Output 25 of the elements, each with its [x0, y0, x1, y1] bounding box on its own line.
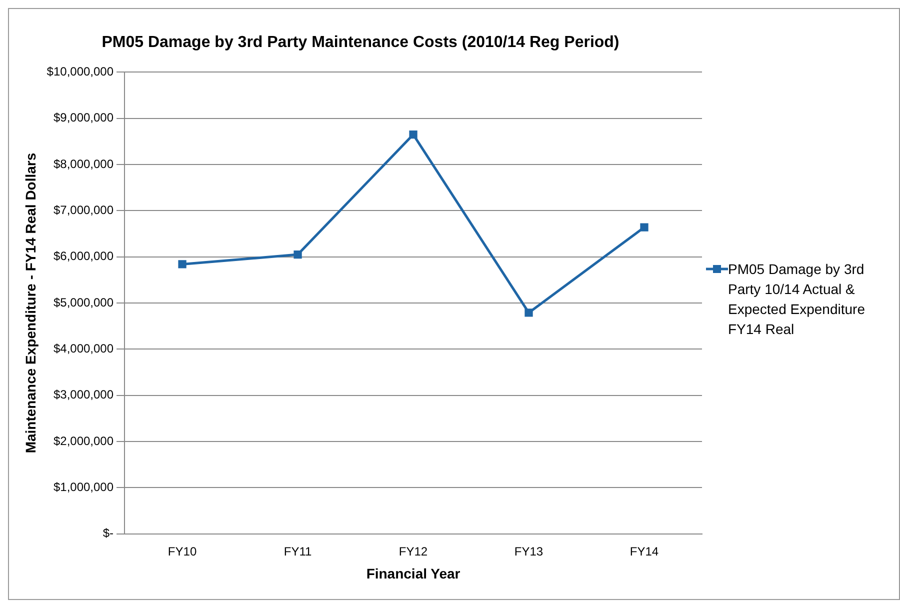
y-tick-label: $6,000,000 [53, 249, 114, 264]
point [409, 130, 418, 139]
y-tick-label: $2,000,000 [53, 434, 114, 448]
y-tick-label: $4,000,000 [53, 341, 114, 356]
chart-title: PM05 Damage by 3rd Party Maintenance Costs (2010/14 Reg Period) [102, 34, 620, 52]
y-tick-label: $8,000,000 [53, 156, 114, 171]
point [524, 308, 533, 317]
point [294, 250, 302, 259]
x-tick-label: FY12 [398, 544, 428, 558]
y-tick-label: $- [102, 526, 114, 540]
y-tick-label: $3,000,000 [53, 388, 114, 402]
y-tick-label: $10,000,000 [46, 64, 114, 79]
point [640, 223, 648, 232]
x-tick-label: FY14 [630, 544, 659, 558]
y-tick-label: $1,000,000 [53, 480, 114, 494]
y-axis-title: Maintenance Expenditure - FY14 Real Dollars [22, 152, 38, 454]
y-tick-label: $5,000,000 [53, 295, 114, 310]
point [178, 260, 186, 268]
x-axis-title: Financial Year [366, 565, 461, 582]
legend-label: PM05 Damage by 3rd Party 10/14 Actual & Expected Expenditure FY14 Real [728, 260, 866, 339]
y-tick-label: $9,000,000 [53, 110, 114, 125]
x-tick-label: FY10 [168, 544, 197, 558]
x-tick-label: FY13 [514, 544, 544, 558]
y-tick-label: $7,000,000 [53, 202, 114, 217]
x-tick-label: FY11 [284, 544, 312, 558]
